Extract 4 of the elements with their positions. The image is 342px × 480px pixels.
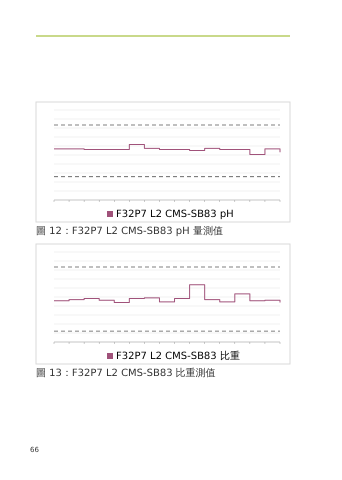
- legend-label: F32P7 L2 CMS-SB83 pH: [116, 209, 234, 220]
- legend-label: F32P7 L2 CMS-SB83 比重: [116, 350, 240, 362]
- text: 圖 12：F32P7 L2 CMS-SB83 pH 量測值: [36, 225, 223, 237]
- text: 圖 13：F32P7 L2 CMS-SB83 比重測值: [36, 367, 216, 379]
